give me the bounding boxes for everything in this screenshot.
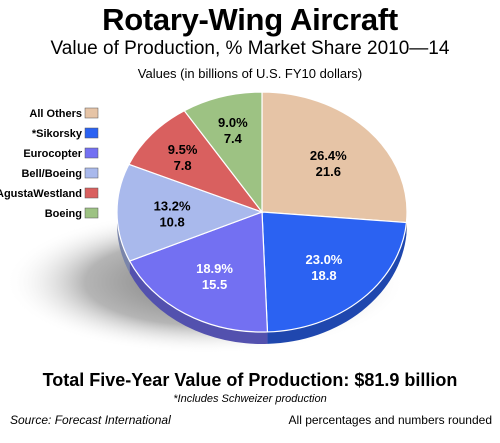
pie-slice-3: [116, 163, 264, 262]
slice-value-label-2: 15.5: [202, 277, 227, 292]
slice-value-label-0: 21.6: [316, 164, 341, 179]
legend-label-0: All Others: [29, 108, 82, 120]
slice-value-label-4: 7.8: [174, 158, 192, 173]
slice-percent-label-0: 26.4%: [310, 148, 347, 163]
slice-value-label-1: 18.8: [311, 268, 336, 283]
slice-percent-label-5: 9.0%: [218, 115, 248, 130]
rounding-note: All percentages and numbers rounded: [288, 413, 492, 427]
chart-title: Rotary-Wing Aircraft: [102, 2, 398, 37]
legend-swatch-0: [84, 107, 99, 119]
legend-label-5: Boeing: [45, 208, 82, 220]
legend-swatch-2: [84, 147, 99, 159]
pie-slice-0: [261, 91, 408, 224]
slice-percent-label-2: 18.9%: [196, 261, 233, 276]
slice-value-label-3: 10.8: [159, 214, 184, 229]
slice-value-label-5: 7.4: [224, 131, 243, 146]
legend-label-2: Eurocopter: [23, 148, 82, 160]
pie-slice-5: [183, 91, 263, 214]
pie-slice-2: [128, 211, 269, 333]
chart-subtitle: Value of Production, % Market Share 2010…: [50, 38, 450, 59]
pie-slice-side-2: [129, 261, 268, 344]
pie-slice-1: [261, 211, 408, 333]
source-note: Source: Forecast International: [10, 413, 171, 427]
legend-swatch-3: [84, 167, 99, 179]
legend-swatch-4: [84, 187, 99, 199]
legend-swatch-1: [84, 127, 99, 139]
slice-percent-label-3: 13.2%: [154, 198, 191, 213]
total-value-note: Total Five-Year Value of Production: $81…: [42, 370, 458, 390]
pie-slice-side-1: [267, 222, 407, 344]
legend-swatch-5: [84, 207, 99, 219]
units-note: Values (in billions of U.S. FY10 dollars…: [137, 66, 363, 81]
pie-slice-side-3: [117, 212, 130, 274]
legend-label-4: AgustaWestland: [0, 188, 82, 200]
slice-percent-label-1: 23.0%: [306, 252, 343, 267]
legend-label-1: *Sikorsky: [32, 128, 83, 140]
slice-percent-label-4: 9.5%: [168, 142, 198, 157]
pie-slice-4: [128, 109, 264, 214]
footnote: *Includes Schweizer production: [173, 393, 327, 405]
legend-label-3: Bell/Boeing: [21, 168, 82, 180]
